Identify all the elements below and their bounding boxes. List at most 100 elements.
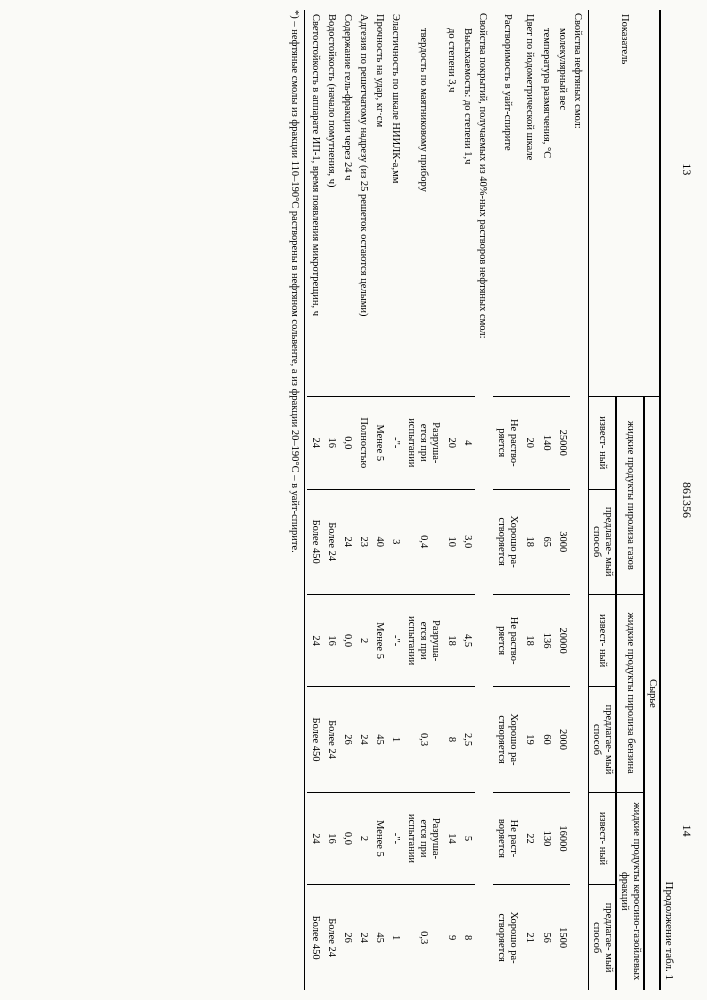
cell: 8 bbox=[459, 885, 475, 990]
cell: Разруша- ется при испытании bbox=[402, 792, 442, 885]
cell: Более 24 bbox=[322, 885, 338, 990]
cell: Не раство- ряется bbox=[493, 396, 521, 489]
cell: Разруша- ется при испытании bbox=[402, 594, 442, 687]
cell: 40 bbox=[370, 489, 386, 594]
head-raw: Сырье bbox=[643, 396, 659, 990]
sub1-1: извест- ный bbox=[588, 396, 616, 489]
cell: 130 bbox=[537, 792, 553, 885]
row-label: Содержание гель-фракции через 24 ч bbox=[338, 10, 354, 396]
section-header: Свойства нефтяных смол: bbox=[569, 10, 588, 990]
cell: 2 bbox=[354, 594, 370, 687]
row-label: Эластичность по шкале НИИЛК-а,мм bbox=[386, 10, 402, 396]
cell: 10 bbox=[443, 489, 459, 594]
cell: Не раст- воряется bbox=[493, 792, 521, 885]
row-label: Цвет по йодометрической шкале bbox=[521, 10, 537, 396]
cell: 25000 bbox=[553, 396, 569, 489]
data-table: Показатель Сырье жидкие продукты пиролиз… bbox=[306, 10, 660, 990]
cell: 60 bbox=[537, 687, 553, 792]
cell: 26 bbox=[338, 885, 354, 990]
cell: Полностью bbox=[354, 396, 370, 489]
cell: 24 bbox=[306, 594, 322, 687]
cell: Менее 5 bbox=[370, 594, 386, 687]
cell: Более 24 bbox=[322, 687, 338, 792]
cell: 24 bbox=[306, 396, 322, 489]
row-label: Адгезия по решетчатому надрезу (из 25 ре… bbox=[354, 10, 370, 396]
cell: 2000 bbox=[553, 687, 569, 792]
cell: Хорошо ра- створяется bbox=[493, 687, 521, 792]
sub2-2: предлагае- мый способ bbox=[588, 687, 616, 792]
cell: 24 bbox=[354, 687, 370, 792]
row-label: Прочность на удар, кг·см bbox=[370, 10, 386, 396]
head-g2: жидкие продукты пиролиза бензина bbox=[615, 594, 643, 792]
cell: -"- bbox=[386, 792, 402, 885]
cell: 19 bbox=[521, 687, 537, 792]
cell: Менее 5 bbox=[370, 396, 386, 489]
row-label: Растворимость в уайт-спирите bbox=[493, 10, 521, 396]
cell: 5 bbox=[459, 792, 475, 885]
cell: 20 bbox=[521, 396, 537, 489]
sub2-3: предлагае- мый способ bbox=[588, 885, 616, 990]
page-right: 14 bbox=[679, 825, 694, 837]
row-label: твердость по маятниковому прибору bbox=[402, 10, 442, 396]
cell: 0,0 bbox=[338, 792, 354, 885]
cell: 3 bbox=[386, 489, 402, 594]
cell: 24 bbox=[338, 489, 354, 594]
cell: 23 bbox=[354, 489, 370, 594]
cell: Более 450 bbox=[306, 885, 322, 990]
cell: 4 bbox=[459, 396, 475, 489]
table-caption: Продолжение табл. 1 bbox=[663, 10, 675, 990]
page-left: 13 bbox=[679, 163, 694, 175]
cell: Не раство- ряется bbox=[493, 594, 521, 687]
cell: 3,0 bbox=[459, 489, 475, 594]
cell: 18 bbox=[521, 489, 537, 594]
row-label: молекулярный вес bbox=[553, 10, 569, 396]
cell: Более 450 bbox=[306, 489, 322, 594]
sub1-3: извест- ный bbox=[588, 792, 616, 885]
cell: Хорошо ра- створяется bbox=[493, 489, 521, 594]
row-label: Высыхаемость: до степени 1,ч bbox=[459, 10, 475, 396]
doc-number: 861356 bbox=[679, 482, 694, 518]
cell: 1500 bbox=[553, 885, 569, 990]
cell: 2,5 bbox=[459, 687, 475, 792]
cell: 16 bbox=[322, 594, 338, 687]
cell: 20000 bbox=[553, 594, 569, 687]
cell: Более 450 bbox=[306, 687, 322, 792]
cell: 56 bbox=[537, 885, 553, 990]
footnote: *) – нефтяные смолы из фракции 110–190°С… bbox=[288, 10, 304, 990]
cell: 22 bbox=[521, 792, 537, 885]
cell: 8 bbox=[443, 687, 459, 792]
sub2-1: предлагае- мый способ bbox=[588, 489, 616, 594]
cell: 4,5 bbox=[459, 594, 475, 687]
cell: 3000 bbox=[553, 489, 569, 594]
cell: 0,0 bbox=[338, 594, 354, 687]
cell: -"- bbox=[386, 594, 402, 687]
cell: Менее 5 bbox=[370, 792, 386, 885]
cell: 18 bbox=[521, 594, 537, 687]
row-label: до степени 3,ч bbox=[443, 10, 459, 396]
cell: 18 bbox=[443, 594, 459, 687]
cell: 1 bbox=[386, 687, 402, 792]
cell: 16 bbox=[322, 792, 338, 885]
cell: 20 bbox=[443, 396, 459, 489]
cell: Хорошо ра- створяется bbox=[493, 885, 521, 990]
cell: Более 24 bbox=[322, 489, 338, 594]
cell: -"- bbox=[386, 396, 402, 489]
cell: 21 bbox=[521, 885, 537, 990]
cell: 9 bbox=[443, 885, 459, 990]
section-header: Свойства покрытий, получаемых из 40%-ных… bbox=[475, 10, 493, 990]
cell: 24 bbox=[354, 885, 370, 990]
row-label: Водостойкость (начало помутнения, ч) bbox=[322, 10, 338, 396]
cell: 45 bbox=[370, 885, 386, 990]
cell: 65 bbox=[537, 489, 553, 594]
row-label: Светостойкость в аппарате ИП-1, время по… bbox=[306, 10, 322, 396]
cell: 45 bbox=[370, 687, 386, 792]
cell: 0,3 bbox=[402, 885, 442, 990]
cell: 0,0 bbox=[338, 396, 354, 489]
cell: Разруша- ется при испытании bbox=[402, 396, 442, 489]
cell: 16 bbox=[322, 396, 338, 489]
head-label: Показатель bbox=[588, 10, 660, 396]
cell: 24 bbox=[306, 792, 322, 885]
cell: 0,4 bbox=[402, 489, 442, 594]
row-label: температура размягчения, °С bbox=[537, 10, 553, 396]
cell: 136 bbox=[537, 594, 553, 687]
